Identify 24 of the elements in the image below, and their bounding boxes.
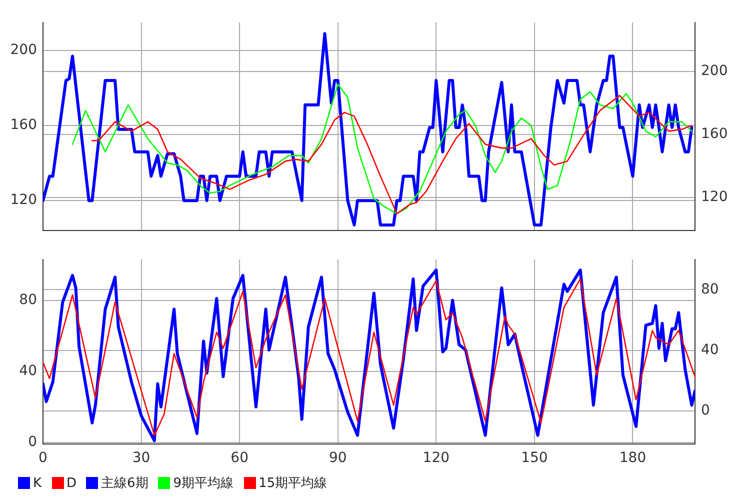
legend-label: K	[33, 476, 42, 490]
legend-label: 15期平均線	[258, 475, 328, 492]
x-tick-label: 120	[422, 450, 450, 466]
legend-label: 主線6期	[101, 475, 148, 492]
y-tick-label: 120	[10, 192, 37, 208]
x-tick-label: 30	[132, 450, 150, 466]
y-tick-label: 200	[10, 42, 37, 58]
legend-label: D	[66, 476, 77, 490]
x-tick-label: 60	[230, 450, 248, 466]
y-tick-label: 40	[19, 362, 37, 379]
y-tick-label: 160	[10, 117, 37, 134]
y-tick-label: 80	[19, 292, 37, 308]
x-tick-label: 90	[328, 450, 347, 466]
x-tick-label: 150	[521, 450, 548, 466]
x-tick-label: 180	[619, 450, 646, 466]
y2-tick-label: 40	[701, 342, 719, 358]
legend-label: 9期平均線	[173, 475, 234, 492]
x-tick-label: 0	[38, 450, 48, 466]
y2-tick-label: 80	[701, 281, 719, 298]
y2-tick-label: 200	[701, 62, 728, 79]
y-tick-label: 0	[28, 434, 37, 450]
y2-tick-label: 120	[701, 189, 728, 206]
y2-tick-label: 0	[701, 402, 710, 419]
y2-tick-label: 160	[701, 126, 728, 142]
